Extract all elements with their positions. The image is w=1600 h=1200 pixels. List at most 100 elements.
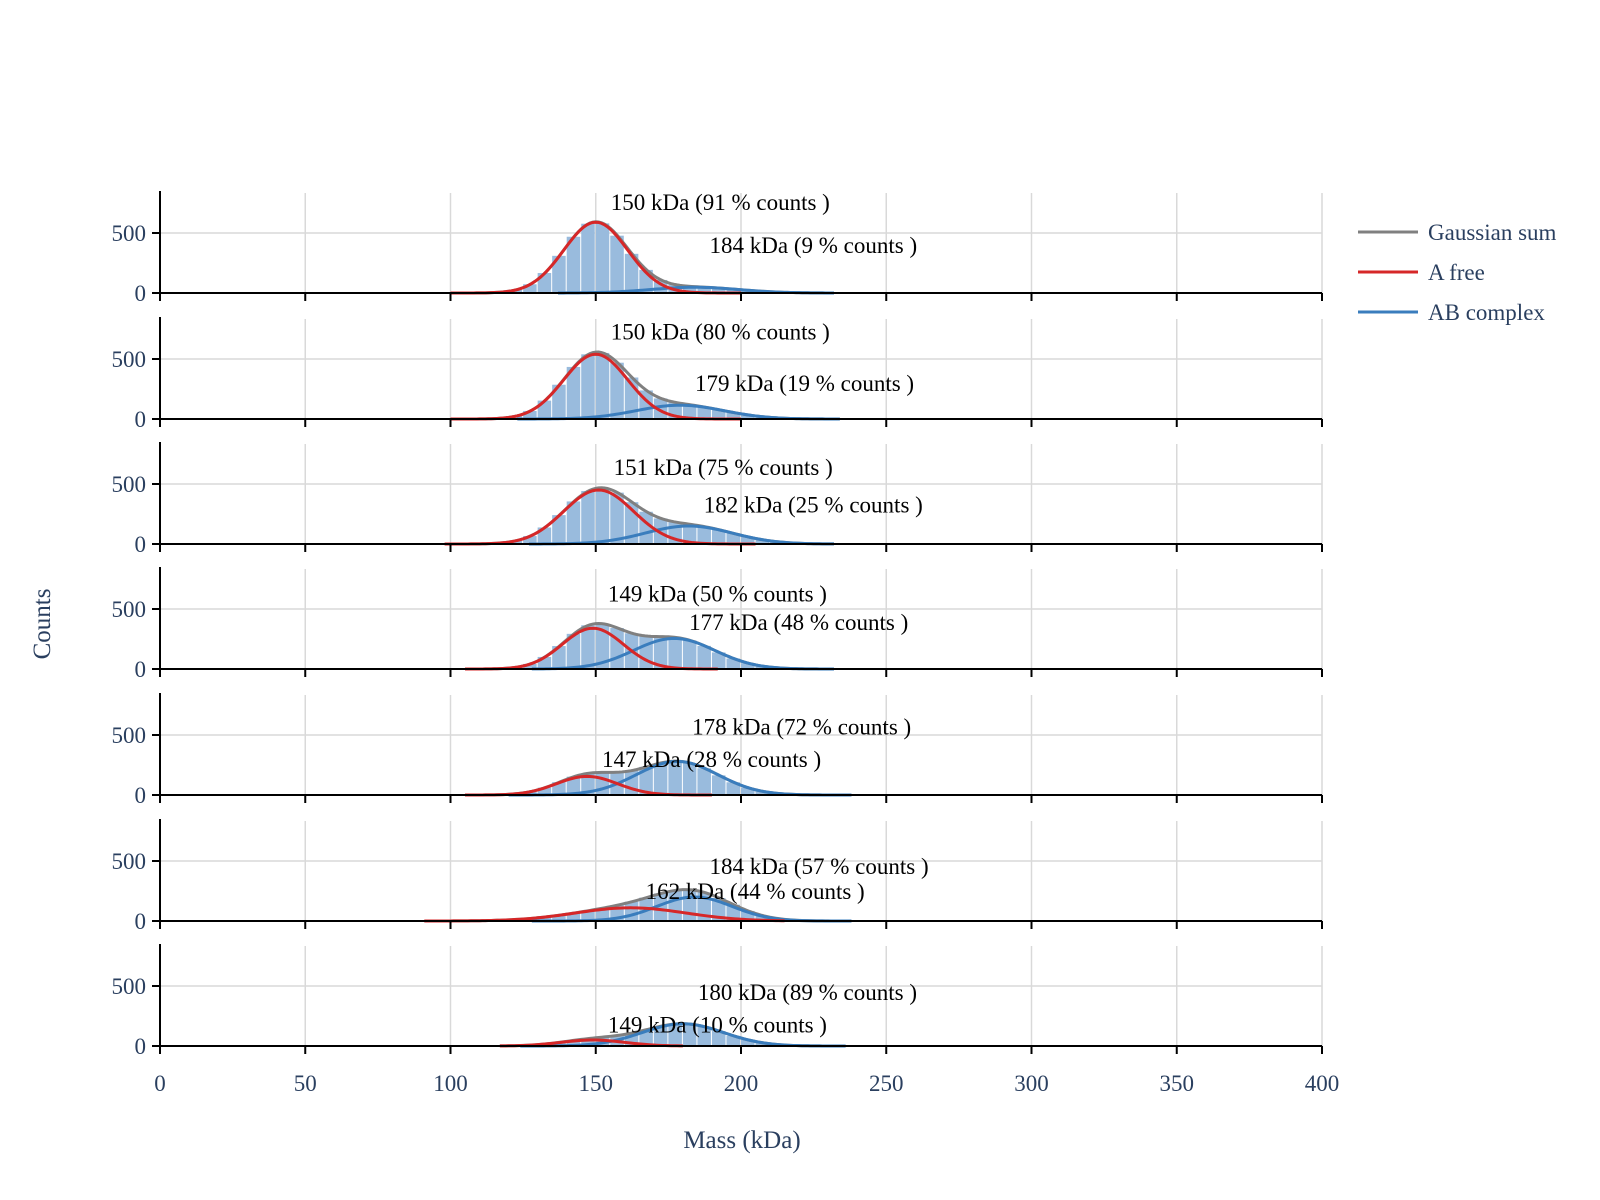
peak-annotation: 150 kDa (91 % counts )	[611, 190, 830, 215]
legend-label-gaussian-sum: Gaussian sum	[1428, 220, 1557, 245]
peak-annotation: 149 kDa (50 % counts )	[608, 581, 827, 606]
histogram-bar	[653, 762, 668, 795]
x-tick-label: 250	[869, 1071, 904, 1096]
panel-5: 0 500 178 kDa (72 % counts ) 147 kDa (28 % …	[112, 693, 1323, 808]
y-tick-label: 500	[112, 472, 147, 497]
histogram-bar	[610, 362, 624, 419]
histogram-bar	[566, 501, 581, 544]
legend-label-a-free: A free	[1428, 260, 1485, 285]
x-tick-label: 50	[294, 1071, 317, 1096]
y-tick-label: 0	[135, 532, 147, 557]
subplot-panels: 0 500 150 kDa (91 % counts ) 184 kDa (9 % c…	[112, 190, 1323, 1059]
y-tick-label: 500	[112, 723, 147, 748]
histogram-bar	[552, 384, 566, 419]
histogram-bar	[595, 352, 610, 419]
histogram-bar	[726, 533, 740, 544]
x-tick-label: 0	[154, 1071, 166, 1096]
y-tick-label: 0	[135, 407, 147, 432]
histogram-bar	[581, 490, 595, 544]
x-axis-title: Mass (kDa)	[683, 1127, 800, 1154]
x-axis: 0 50 100 150 200 250 300 350 400	[154, 1071, 1339, 1096]
histogram-bar	[552, 255, 566, 293]
peak-annotation: 182 kDa (25 % counts )	[704, 492, 923, 517]
peak-annotation: 179 kDa (19 % counts )	[695, 371, 914, 396]
histogram-bar	[682, 640, 697, 669]
histogram-bar	[610, 235, 624, 293]
histogram-bar	[741, 787, 755, 795]
histogram-bar	[711, 775, 726, 795]
x-tick-label: 150	[579, 1071, 614, 1096]
peak-annotation: 184 kDa (57 % counts )	[710, 854, 929, 879]
histogram-bar	[523, 284, 537, 293]
histogram-bar	[682, 404, 697, 419]
histogram-bar	[711, 529, 726, 544]
y-tick-label: 500	[112, 597, 147, 622]
histogram-bar	[552, 646, 566, 669]
y-tick-label: 0	[135, 1034, 147, 1059]
peak-annotation: 147 kDa (28 % counts )	[602, 747, 821, 772]
histogram-bar	[523, 536, 537, 544]
histogram-bar	[566, 913, 581, 921]
histogram-bar	[653, 893, 668, 921]
x-tick-label: 200	[724, 1071, 759, 1096]
histogram-bar	[741, 910, 755, 921]
y-tick-label: 500	[112, 347, 147, 372]
peak-annotation: 180 kDa (89 % counts )	[698, 980, 917, 1005]
histogram-bar	[552, 515, 566, 544]
histogram-bar	[624, 253, 639, 293]
legend: Gaussian sum A free AB complex	[1358, 220, 1557, 325]
histogram-bar	[566, 1040, 581, 1046]
x-tick-label: 400	[1305, 1071, 1340, 1096]
histogram-bar	[581, 625, 595, 669]
histogram-bar	[741, 536, 755, 544]
histogram-bar	[726, 1035, 740, 1046]
peak-annotation: 151 kDa (75 % counts )	[614, 455, 833, 480]
histogram-bar	[726, 658, 740, 669]
histogram-bar	[566, 236, 581, 293]
histogram-bar	[726, 782, 740, 795]
histogram-bar	[682, 1024, 697, 1046]
histogram-bar	[711, 652, 726, 669]
histogram-bar	[523, 791, 537, 795]
x-tick-label: 300	[1014, 1071, 1049, 1096]
panel-1: 0 500 150 kDa (91 % counts ) 184 kDa (9 % c…	[112, 190, 1323, 306]
histogram-bar	[697, 768, 711, 795]
histogram-bar	[741, 1039, 755, 1046]
legend-label-ab-complex: AB complex	[1428, 300, 1545, 325]
y-tick-label: 0	[135, 909, 147, 934]
histogram-bar	[755, 539, 770, 544]
y-tick-label: 0	[135, 783, 147, 808]
histogram-bar	[711, 1031, 726, 1046]
histogram-bar	[537, 917, 552, 921]
peak-annotation: 184 kDa (9 % counts )	[710, 233, 918, 258]
histogram-bar	[581, 1038, 595, 1046]
histogram-bar	[668, 1023, 682, 1046]
histogram-bar	[610, 492, 624, 544]
y-tick-label: 500	[112, 974, 147, 999]
panel-6: 0 500 184 kDa (57 % counts )162 kDa (44 % …	[112, 819, 1323, 934]
peak-annotation: 149 kDa (10 % counts )	[608, 1012, 827, 1037]
panel-2: 0 500 150 kDa (80 % counts ) 179 kDa (19 % …	[112, 317, 1323, 432]
histogram-bar	[624, 901, 639, 921]
panel-3: 0 500 151 kDa (75 % counts ) 182 kDa (25 % …	[112, 442, 1323, 557]
histogram-bar	[595, 623, 610, 669]
histogram-bar	[581, 354, 595, 419]
histogram-bar	[566, 776, 581, 795]
histogram-bar	[552, 1042, 566, 1046]
histogram-bar	[697, 287, 711, 293]
histogram-bar	[537, 787, 552, 795]
histogram-bar	[581, 773, 595, 795]
histogram-bar	[552, 915, 566, 921]
histogram-bar	[595, 908, 610, 921]
histogram-bar	[697, 407, 711, 419]
histogram-bar	[682, 524, 697, 544]
histogram-bar	[711, 288, 726, 293]
peak-annotation: 178 kDa (72 % counts )	[692, 715, 911, 740]
histogram-bar	[595, 487, 610, 544]
peak-annotation: 150 kDa (80 % counts )	[611, 319, 830, 344]
histogram-bar	[697, 1026, 711, 1046]
histogram-bar	[653, 636, 668, 669]
histogram-bar	[755, 1042, 770, 1046]
y-tick-label: 0	[135, 657, 147, 682]
